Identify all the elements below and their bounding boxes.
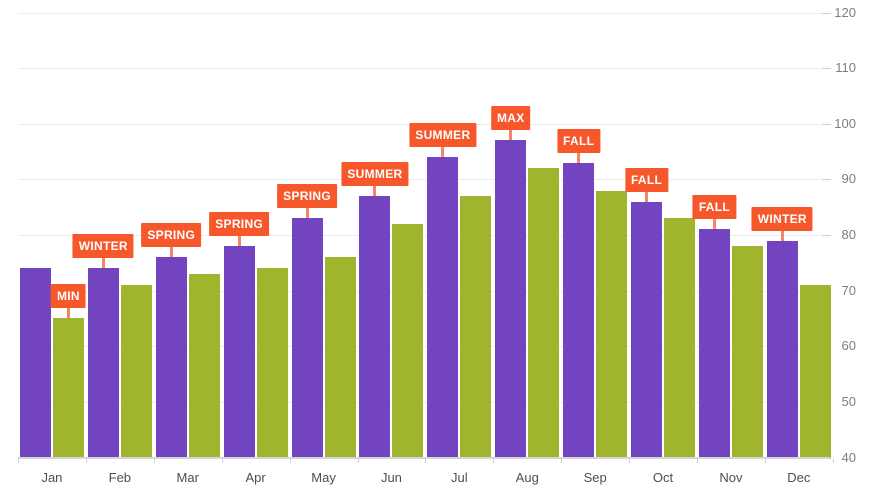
x-axis-label-jan: Jan	[41, 470, 63, 485]
annotation-connector	[66, 308, 70, 319]
x-axis-label-feb: Feb	[108, 470, 132, 485]
x-axis-label-oct: Oct	[652, 470, 674, 485]
x-axis-label-apr: Apr	[245, 470, 266, 485]
x-axis-label-aug: Aug	[515, 470, 539, 485]
y-axis-tick-label: 70	[841, 282, 856, 298]
x-axis-tick	[764, 458, 766, 463]
y-axis-tick	[822, 68, 831, 70]
gridline	[18, 12, 830, 14]
annotation-connector	[645, 191, 649, 202]
y-axis-tick	[822, 12, 831, 14]
y-axis-tick-label: 50	[841, 393, 856, 409]
y-axis-tick	[822, 235, 831, 236]
x-axis-label-may: May	[311, 470, 336, 485]
annotation-connector	[441, 147, 445, 158]
gridline	[18, 235, 830, 236]
annotation-label-summer: SUMMER	[341, 162, 409, 187]
bar-series-2-jan	[52, 318, 84, 458]
y-axis-tick	[822, 123, 831, 125]
bar-series-2-feb	[120, 285, 152, 458]
y-axis-tick-label: 80	[841, 227, 856, 242]
bar-series-1-oct	[631, 201, 663, 458]
annotation-label-winter: WINTER	[751, 206, 813, 231]
y-axis-tick-label: 60	[841, 338, 856, 354]
annotation-connector	[237, 236, 241, 247]
bar-series-2-dec	[799, 285, 831, 458]
bar-series-1-jan	[19, 268, 51, 458]
bar-series-1-apr	[223, 246, 255, 458]
annotation-connector	[169, 247, 173, 258]
x-axis-tick	[425, 458, 427, 463]
annotation-label-summer: SUMMER	[409, 123, 477, 148]
bar-series-1-feb	[87, 268, 119, 458]
gridline	[18, 68, 830, 70]
bar-series-2-sep	[596, 190, 628, 458]
annotation-label-fall: FALL	[557, 128, 601, 153]
x-axis-label-jul: Jul	[451, 470, 468, 485]
x-axis-label-sep: Sep	[583, 470, 607, 485]
y-axis-tick	[822, 179, 831, 181]
x-axis-tick	[221, 458, 223, 463]
x-axis-tick	[289, 458, 291, 463]
bar-series-2-aug	[528, 168, 560, 458]
annotation-connector	[509, 130, 513, 141]
y-axis-tick-label: 110	[835, 60, 856, 76]
annotation-connector	[780, 230, 784, 241]
gridline	[18, 401, 830, 403]
bar-series-1-aug	[495, 140, 527, 458]
bar-series-2-may	[324, 257, 356, 458]
bar-series-1-sep	[563, 162, 595, 458]
bar-series-1-may	[291, 218, 323, 458]
annotation-label-fall: FALL	[624, 167, 669, 192]
x-axis-tick	[18, 458, 19, 463]
y-axis-tick-label: 40	[841, 449, 856, 465]
x-axis-tick	[697, 458, 698, 463]
y-axis-tick-label: 100	[834, 115, 856, 131]
bar-series-2-apr	[256, 268, 288, 458]
annotation-label-spring: SPRING	[209, 212, 270, 237]
annotation-connector	[577, 152, 581, 163]
bar-series-2-nov	[731, 246, 763, 458]
x-axis-tick	[85, 458, 87, 463]
bar-series-1-jun	[359, 196, 391, 458]
y-axis-tick-label: 120	[834, 4, 856, 20]
annotation-label-spring: SPRING	[277, 184, 337, 209]
x-axis-tick	[629, 458, 631, 463]
x-axis-label-nov: Nov	[719, 470, 743, 485]
annotation-connector	[101, 258, 105, 269]
annotation-label-min: MIN	[50, 284, 86, 309]
gridline	[18, 346, 830, 348]
annotation-connector	[373, 186, 377, 197]
bar-series-2-jun	[392, 223, 424, 458]
x-axis-tick	[153, 458, 155, 463]
x-axis-tick	[357, 458, 359, 463]
bar-series-1-dec	[766, 240, 798, 458]
x-axis-tick	[493, 458, 495, 463]
bar-series-1-nov	[698, 229, 730, 458]
x-axis-label-mar: Mar	[176, 470, 199, 485]
annotation-label-winter: WINTER	[72, 234, 134, 259]
bar-series-1-mar	[155, 257, 187, 458]
annotation-connector	[305, 208, 309, 219]
x-axis-tick	[832, 458, 834, 463]
x-axis-line	[18, 457, 830, 459]
y-axis-tick-label: 90	[841, 171, 856, 187]
annotation-label-spring: SPRING	[141, 223, 202, 248]
bar-series-2-mar	[188, 273, 220, 458]
bar-series-1-jul	[427, 157, 459, 458]
x-axis-label-jun: Jun	[380, 470, 402, 485]
annotation-label-fall: FALL	[692, 195, 737, 220]
annotation-label-max: MAX	[490, 106, 531, 131]
bar-series-2-jul	[460, 196, 492, 458]
x-axis-label-dec: Dec	[787, 470, 811, 485]
gridline	[18, 290, 830, 292]
bar-series-2-oct	[664, 218, 696, 458]
gridline	[18, 179, 830, 181]
x-axis-tick	[561, 458, 563, 463]
annotation-connector	[712, 219, 716, 230]
